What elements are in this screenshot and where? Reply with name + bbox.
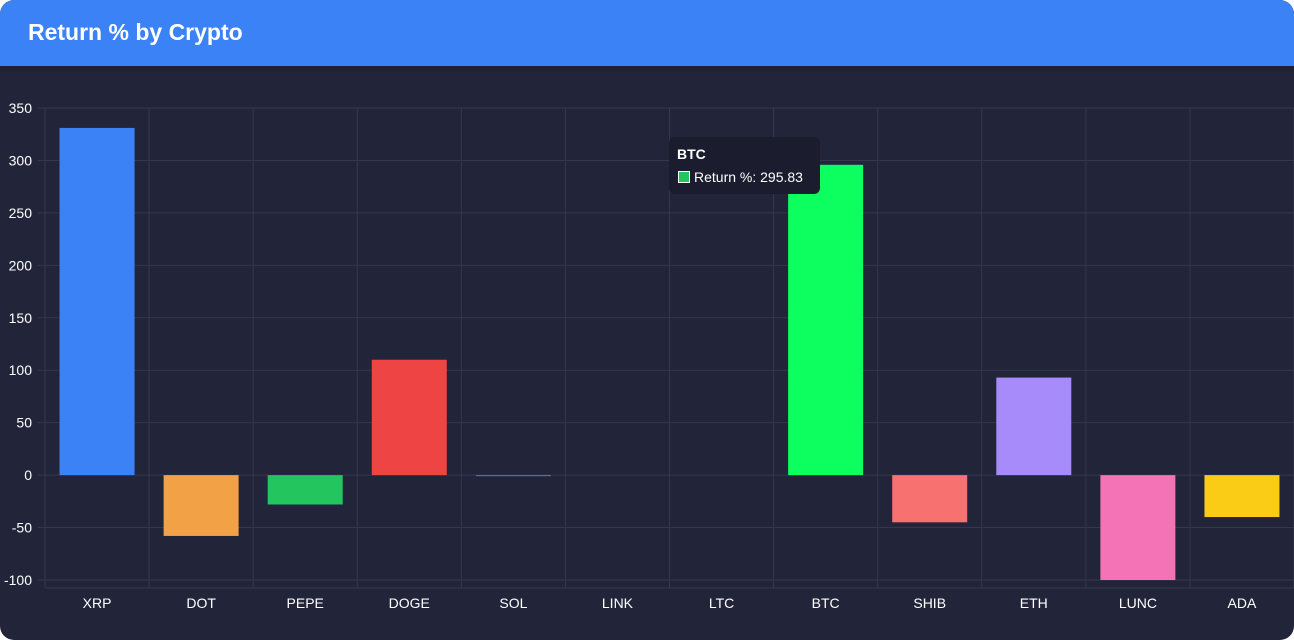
y-tick-label: -100: [4, 572, 32, 588]
x-tick-label: SOL: [499, 595, 527, 611]
y-tick-label: 100: [9, 362, 33, 378]
x-tick-label: SHIB: [913, 595, 946, 611]
bar-pepe[interactable]: [267, 475, 343, 505]
bar-lunc[interactable]: [1100, 475, 1176, 580]
y-tick-label: 0: [24, 467, 32, 483]
x-tick-label: ETH: [1020, 595, 1048, 611]
bar-xrp[interactable]: [59, 127, 135, 476]
y-tick-label: 150: [9, 310, 33, 326]
y-tick-label: 300: [9, 152, 33, 168]
x-tick-label: XRP: [83, 595, 112, 611]
x-tick-label: ADA: [1228, 595, 1257, 611]
chart-title: Return % by Crypto: [28, 19, 243, 45]
y-tick-label: 250: [9, 205, 33, 221]
card-header: Return % by Crypto: [0, 0, 1294, 66]
bar-tooltip: BTC Return %: 295.83: [669, 137, 820, 194]
bar-doge[interactable]: [371, 359, 447, 476]
y-axis-ticks: 350 300 250 200 150 100 50 0 -50 -100: [4, 100, 32, 588]
y-tick-label: 200: [9, 257, 33, 273]
x-tick-label: LINK: [602, 595, 634, 611]
tooltip-swatch: [678, 171, 690, 183]
bars[interactable]: [59, 127, 1280, 580]
x-tick-label: DOT: [186, 595, 216, 611]
bar-ada[interactable]: [1204, 475, 1280, 518]
x-tick-label: BTC: [812, 595, 840, 611]
x-axis-ticks: XRP DOT PEPE DOGE SOL LINK LTC BTC SHIB ETH LUNC AD…: [83, 595, 1257, 611]
grid-lines: [38, 107, 1294, 589]
tooltip-label: Return %: 295.83: [694, 169, 803, 185]
y-tick-label: -50: [12, 520, 32, 536]
header-divider: [0, 66, 1294, 74]
tooltip-title: BTC: [677, 146, 706, 162]
x-tick-label: LUNC: [1119, 595, 1157, 611]
x-tick-label: DOGE: [389, 595, 430, 611]
bar-shib[interactable]: [892, 475, 968, 523]
y-tick-label: 350: [9, 100, 33, 116]
y-tick-label: 50: [16, 415, 32, 431]
bar-dot[interactable]: [163, 475, 239, 536]
x-tick-label: PEPE: [287, 595, 324, 611]
bar-eth[interactable]: [996, 377, 1072, 476]
bar-sol[interactable]: [475, 475, 551, 477]
bar-btc[interactable]: [788, 164, 864, 476]
x-tick-label: LTC: [709, 595, 734, 611]
